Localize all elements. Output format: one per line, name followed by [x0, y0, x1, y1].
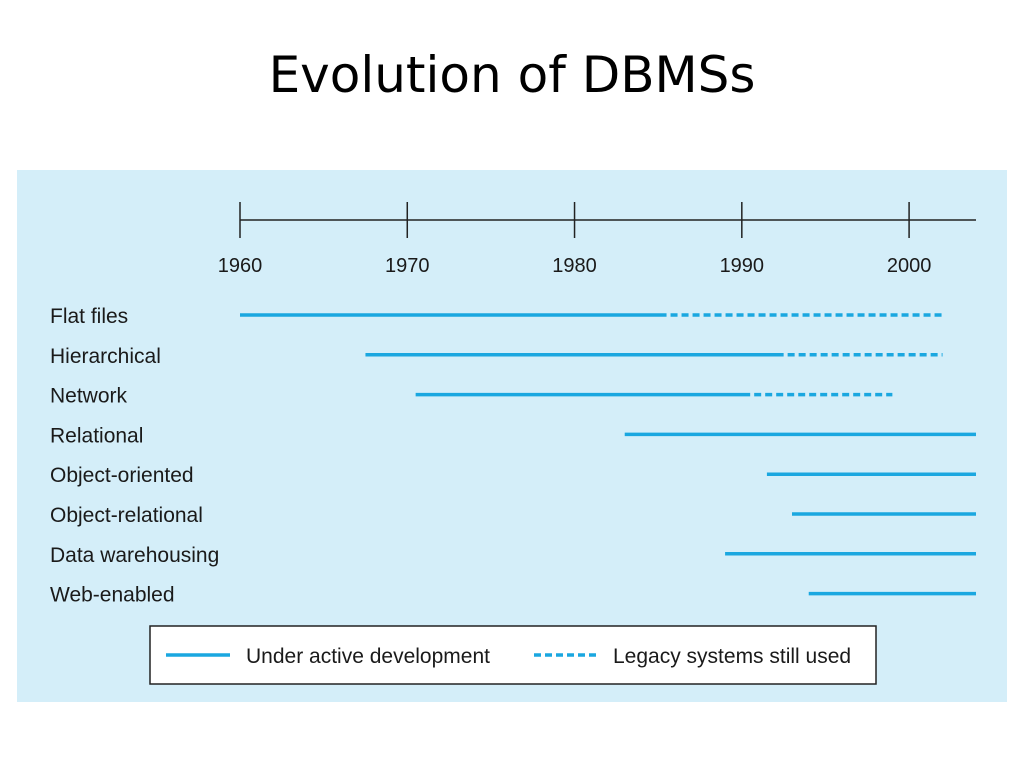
x-tick-label: 1960	[218, 255, 263, 277]
row-label: Web-enabled	[50, 584, 175, 607]
row-label: Object-relational	[50, 504, 203, 527]
x-tick-label: 2000	[887, 255, 932, 277]
x-tick-label: 1970	[385, 255, 430, 277]
row-label: Hierarchical	[50, 345, 161, 368]
x-tick-label: 1980	[552, 255, 597, 277]
legend-box	[149, 625, 877, 685]
row-label: Object-oriented	[50, 464, 194, 487]
row-label: Relational	[50, 424, 143, 447]
legend-active-label: Under active development	[246, 645, 490, 668]
x-tick-label: 1990	[720, 255, 765, 277]
slide-title: Evolution of DBMSs	[268, 46, 756, 104]
legend-legacy-label: Legacy systems still used	[613, 645, 851, 668]
row-label: Network	[50, 385, 128, 408]
row-label: Data warehousing	[50, 544, 219, 567]
row-label: Flat files	[50, 305, 128, 328]
